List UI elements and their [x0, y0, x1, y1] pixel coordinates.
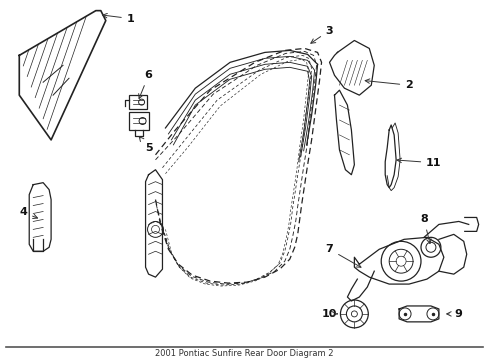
Text: 6: 6	[139, 70, 152, 99]
Text: 5: 5	[139, 137, 152, 153]
Text: 2001 Pontiac Sunfire Rear Door Diagram 2: 2001 Pontiac Sunfire Rear Door Diagram 2	[154, 349, 332, 358]
Text: 4: 4	[20, 207, 38, 219]
Text: 3: 3	[310, 26, 333, 43]
Bar	[128, 112, 148, 130]
Text: 1: 1	[102, 13, 134, 24]
Text: 11: 11	[396, 158, 441, 168]
Text: 10: 10	[321, 309, 337, 319]
Text: 8: 8	[419, 215, 430, 244]
Text: 7: 7	[325, 244, 360, 267]
Text: 9: 9	[446, 309, 462, 319]
Bar	[128, 95, 146, 109]
Text: 2: 2	[365, 79, 412, 90]
